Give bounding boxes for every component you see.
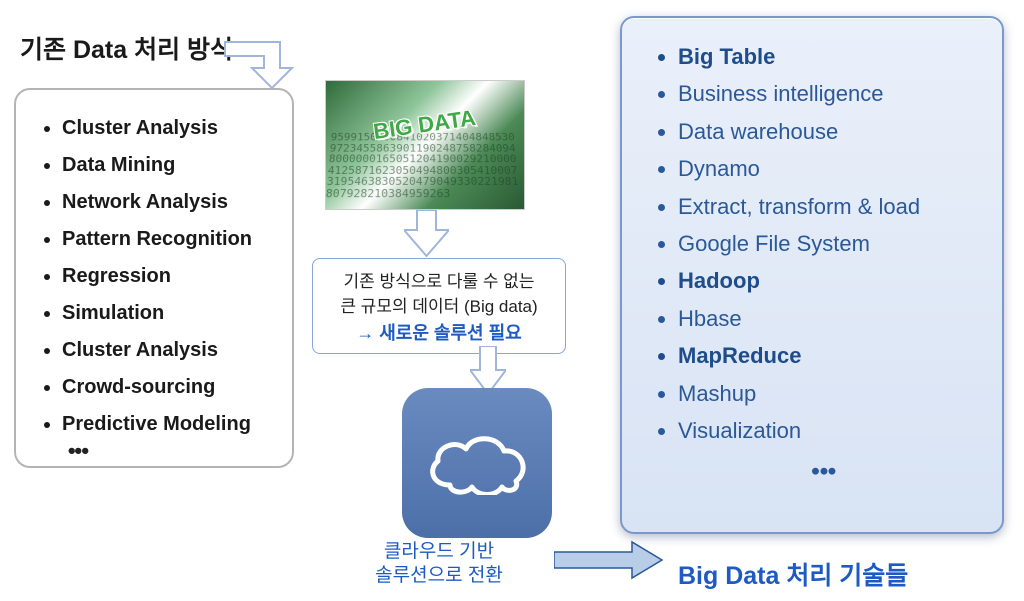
center-callout: 기존 방식으로 다룰 수 없는 큰 규모의 데이터 (Big data) → 새… xyxy=(312,258,566,354)
list-item: Regression xyxy=(62,258,270,295)
center-callout-line3: → 새로운 솔루션 필요 xyxy=(323,319,555,345)
right-list: Big Table Business intelligence Data war… xyxy=(650,38,974,449)
list-item: Predictive Modeling xyxy=(62,406,270,443)
list-item: Hadoop xyxy=(678,262,974,299)
list-item: Google File System xyxy=(678,225,974,262)
list-item: Dynamo xyxy=(678,150,974,187)
list-item: Big Table xyxy=(678,38,974,75)
cloud-icon xyxy=(402,388,552,538)
left-elbow-arrow-icon xyxy=(220,30,310,90)
right-title: Big Data 처리 기술들 xyxy=(678,556,908,592)
list-item: Crowd-sourcing xyxy=(62,369,270,406)
list-item: Simulation xyxy=(62,295,270,332)
left-panel: Cluster Analysis Data Mining Network Ana… xyxy=(14,88,294,468)
list-item: Hbase xyxy=(678,300,974,337)
cloud-caption-line1: 클라우드 기반 xyxy=(384,541,494,562)
list-item: Cluster Analysis xyxy=(62,110,270,147)
list-item: Visualization xyxy=(678,412,974,449)
cloud-shape-icon xyxy=(422,431,532,495)
center-callout-line1: 기존 방식으로 다룰 수 없는 xyxy=(323,267,555,292)
cloud-caption: 클라우드 기반 솔루션으로 전환 xyxy=(334,540,544,588)
center-callout-line2: 큰 규모의 데이터 (Big data) xyxy=(323,292,555,317)
ellipsis-icon: ••• xyxy=(68,447,88,458)
list-item: Network Analysis xyxy=(62,184,270,221)
list-item: Data warehouse xyxy=(678,113,974,150)
list-item: Business intelligence xyxy=(678,75,974,112)
bigdata-image: 9599150000841020371404848530972345586390… xyxy=(325,80,525,210)
right-arrow-icon xyxy=(554,540,664,580)
list-item: Cluster Analysis xyxy=(62,332,270,369)
left-title: 기존 Data 처리 방식 xyxy=(20,30,233,66)
down-arrow-icon xyxy=(404,210,449,258)
list-item: Data Mining xyxy=(62,147,270,184)
bigdata-image-digits: 9599150000841020371404848530972345586390… xyxy=(325,88,525,209)
ellipsis-icon: ••• xyxy=(810,467,835,475)
left-list: Cluster Analysis Data Mining Network Ana… xyxy=(38,110,270,443)
list-item: Mashup xyxy=(678,375,974,412)
list-item: Pattern Recognition xyxy=(62,221,270,258)
cloud-caption-line2: 솔루션으로 전환 xyxy=(375,565,503,586)
right-panel: Big Table Business intelligence Data war… xyxy=(620,16,1004,534)
list-item: Extract, transform & load xyxy=(678,188,974,225)
list-item: MapReduce xyxy=(678,337,974,374)
